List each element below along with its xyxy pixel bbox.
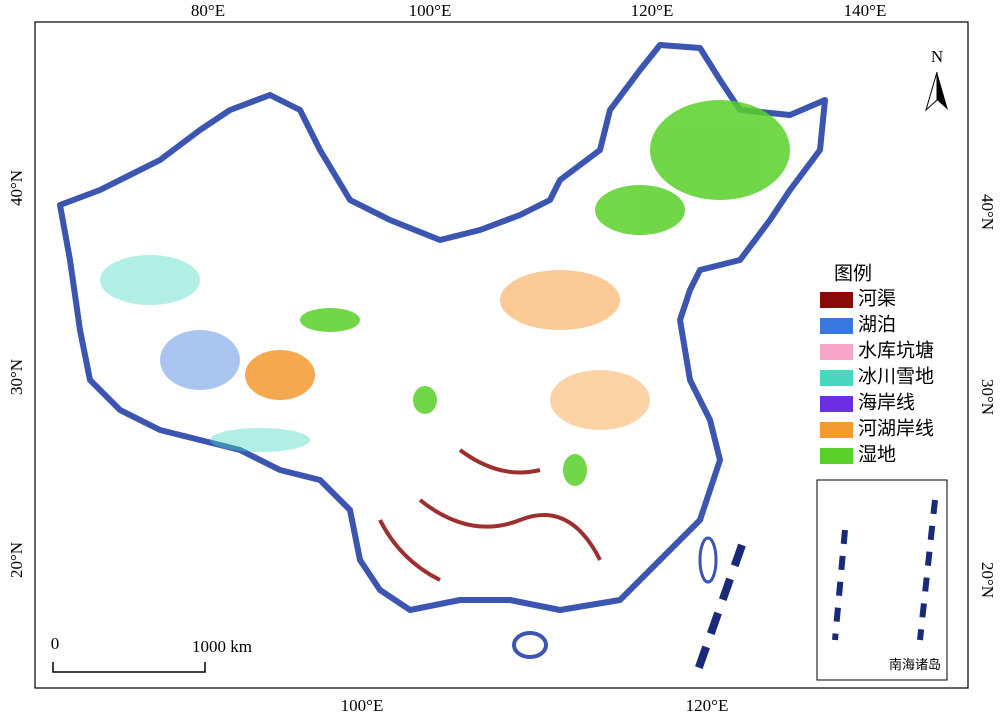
- scale-bar: [52, 662, 206, 673]
- right-latitude-label: 20°N: [978, 562, 997, 598]
- top-longitude-label: 80°E: [191, 1, 225, 20]
- glacier-patch: [210, 428, 310, 452]
- taiwan-island: [698, 536, 718, 584]
- legend-swatch: [820, 422, 853, 438]
- bottom-longitude-label: 120°E: [686, 696, 729, 715]
- north-label: N: [931, 47, 943, 66]
- legend-label: 河湖岸线: [858, 417, 934, 439]
- top-longitude-label: 120°E: [631, 1, 674, 20]
- legend-label: 水库坑塘: [858, 339, 934, 361]
- hainan-island: [512, 631, 548, 659]
- wetland-patch: [595, 185, 685, 235]
- scale-start: 0: [51, 634, 60, 653]
- legend-swatch: [820, 370, 853, 386]
- thematic-patches: [100, 100, 790, 582]
- bottom-longitude-label: 100°E: [341, 696, 384, 715]
- maritime-boundary: [694, 543, 746, 672]
- inset-label: 南海诸岛: [889, 657, 941, 672]
- inset-boundary: [832, 529, 848, 641]
- legend-label: 湿地: [858, 443, 896, 465]
- legend-label: 海岸线: [858, 391, 915, 413]
- wetland-patch: [563, 454, 587, 486]
- shoreline-patch: [500, 270, 620, 330]
- shoreline-patch: [550, 370, 650, 430]
- inset-boundary: [917, 499, 938, 641]
- top-longitude-label: 140°E: [844, 1, 887, 20]
- legend-swatch: [820, 396, 853, 412]
- glacier-patch: [100, 255, 200, 305]
- legend-swatch: [820, 344, 853, 360]
- right-latitude-label: 30°N: [978, 379, 997, 415]
- legend-label: 湖泊: [858, 313, 896, 335]
- river-lines: [378, 448, 602, 582]
- legend-label: 河渠: [858, 287, 896, 309]
- legend-swatch: [820, 448, 853, 464]
- shoreline-patch: [245, 350, 315, 400]
- wetland-patch: [300, 308, 360, 332]
- north-arrow-right: [937, 72, 948, 110]
- left-latitude-label: 20°N: [7, 542, 26, 578]
- wetland-patch: [413, 386, 437, 414]
- lake-patch: [160, 330, 240, 390]
- legend-swatch: [820, 292, 853, 308]
- wetland-patch: [650, 100, 790, 200]
- right-latitude-label: 40°N: [978, 194, 997, 230]
- legend-title: 图例: [834, 262, 872, 284]
- legend-label: 冰川雪地: [858, 365, 934, 387]
- legend-swatch: [820, 318, 853, 334]
- top-longitude-label: 100°E: [409, 1, 452, 20]
- left-latitude-label: 40°N: [7, 170, 26, 206]
- left-latitude-label: 30°N: [7, 359, 26, 395]
- scale-end: 1000 km: [192, 637, 252, 656]
